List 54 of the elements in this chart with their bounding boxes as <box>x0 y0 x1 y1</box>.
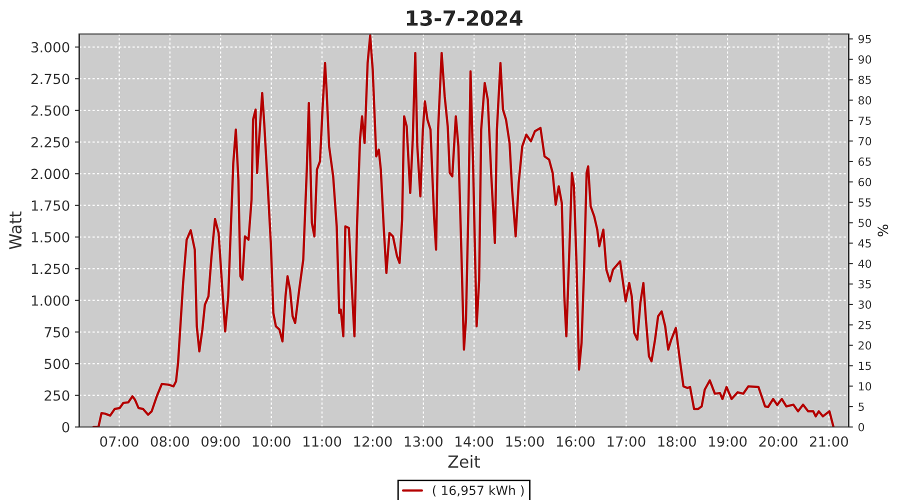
y-tick-label: 1.000 <box>32 295 70 306</box>
y-tick-label: 1.500 <box>32 232 70 242</box>
y-tick-label: 3.000 <box>31 42 70 53</box>
y2-tick-label: 40 <box>858 260 872 268</box>
x-tick-label: 14:00 <box>456 436 494 447</box>
y-tick-label: 2.000 <box>31 168 70 180</box>
x-tick-label: 20:00 <box>759 436 798 447</box>
y2-tick-label: 95 <box>858 34 871 44</box>
y2-tick-label: 75 <box>858 116 871 125</box>
y2-tick-label: 30 <box>858 300 872 309</box>
y2-tick-label: 5 <box>858 402 864 411</box>
x-tick-label: 08:00 <box>150 436 190 447</box>
y-tick-label: 500 <box>44 358 70 370</box>
x-tick-label: 17:00 <box>608 436 646 447</box>
y2-tick-label: 55 <box>858 198 871 207</box>
y-tick-label: 2.750 <box>31 74 70 84</box>
x-tick-label: 11:00 <box>304 436 342 447</box>
y2-tick-label: 50 <box>858 218 872 228</box>
y-tick-label: 1.250 <box>32 264 70 274</box>
chart-title: 13-7-2024 <box>406 10 522 26</box>
x-tick-label: 16:00 <box>556 436 595 447</box>
y2-tick-label: 20 <box>858 341 872 350</box>
y-axis-title: Watt <box>9 212 22 250</box>
x-tick-label: 10:00 <box>252 436 290 447</box>
y2-tick-label: 45 <box>858 239 871 248</box>
x-tick-label: 09:00 <box>202 436 240 447</box>
y2-tick-label: 0 <box>858 422 864 432</box>
y2-tick-label: 10 <box>858 382 872 391</box>
y-tick-label: 1.750 <box>32 200 70 211</box>
y-tick-label: 250 <box>44 390 70 401</box>
y-tick-label: 750 <box>44 326 70 338</box>
y2-tick-label: 65 <box>858 157 871 166</box>
x-tick-label: 07:00 <box>100 436 138 447</box>
y2-axis-title: % <box>878 224 888 236</box>
x-tick-label: 12:00 <box>354 436 392 447</box>
y2-tick-label: 60 <box>858 178 872 186</box>
y-tick-label: 0 <box>62 422 70 432</box>
x-tick-label: 15:00 <box>506 436 544 447</box>
y2-tick-label: 90 <box>858 55 872 64</box>
y-tick-label: 2.250 <box>31 137 70 148</box>
y2-tick-label: 35 <box>858 280 871 288</box>
y-tick-label: 2.500 <box>31 105 70 116</box>
y2-tick-label: 80 <box>858 96 872 105</box>
y2-tick-label: 15 <box>858 362 871 370</box>
y2-tick-label: 25 <box>858 320 871 330</box>
x-tick-label: 13:00 <box>404 436 442 447</box>
x-tick-label: 19:00 <box>709 436 747 447</box>
y2-tick-label: 85 <box>858 76 871 84</box>
legend-label: ( 16,957 kWh ) <box>432 485 524 497</box>
line-series <box>92 34 835 427</box>
y2-tick-label: 70 <box>858 137 872 146</box>
x-axis-title: Zeit <box>448 455 480 468</box>
x-tick-label: 18:00 <box>658 436 696 447</box>
x-tick-label: 21:00 <box>810 436 848 447</box>
